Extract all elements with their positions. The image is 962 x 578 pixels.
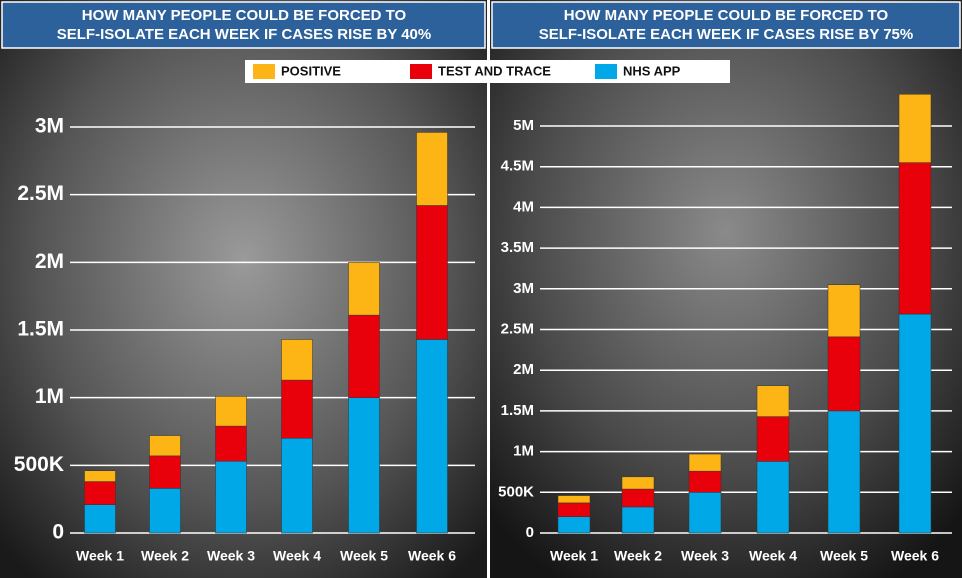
bar-segment <box>416 339 448 534</box>
y-tick-label: 3M <box>513 280 534 297</box>
y-tick-label: 1M <box>35 385 64 408</box>
bar-segment <box>756 385 790 417</box>
divider <box>487 0 490 578</box>
y-tick-label: 2.5M <box>17 182 64 205</box>
y-tick-label: 2M <box>35 250 64 273</box>
bar-segment <box>215 461 247 534</box>
x-tick-label: Week 2 <box>141 548 189 564</box>
bar-segment <box>827 336 861 412</box>
bar-segment <box>898 162 932 315</box>
x-tick-label: Week 2 <box>614 548 662 564</box>
bar-segment <box>898 313 932 534</box>
bar-segment <box>621 476 655 490</box>
x-tick-label: Week 1 <box>550 548 598 564</box>
x-tick-label: Week 6 <box>891 548 939 564</box>
y-tick-label: 0 <box>526 524 534 541</box>
bar-segment <box>621 488 655 508</box>
x-tick-label: Week 4 <box>749 548 797 564</box>
legend-swatch <box>595 64 617 79</box>
bar-segment <box>215 396 247 427</box>
header-box <box>491 1 961 49</box>
bar-segment <box>621 506 655 534</box>
legend-swatch <box>253 64 275 79</box>
y-tick-label: 1M <box>513 443 534 460</box>
bar-segment <box>898 94 932 163</box>
bar-segment <box>215 425 247 462</box>
y-tick-label: 1.5M <box>501 402 534 419</box>
chart-title: HOW MANY PEOPLE COULD BE FORCED TO <box>82 7 407 24</box>
header-box <box>1 1 486 49</box>
bar-segment <box>416 205 448 340</box>
bar-segment <box>756 416 790 462</box>
bar-segment <box>827 410 861 534</box>
x-tick-label: Week 3 <box>681 548 729 564</box>
y-tick-label: 500K <box>14 453 64 476</box>
x-tick-label: Week 5 <box>340 548 388 564</box>
x-tick-label: Week 3 <box>207 548 255 564</box>
chart-title: HOW MANY PEOPLE COULD BE FORCED TO <box>564 7 889 24</box>
bar-segment <box>557 495 591 504</box>
y-tick-label: 4.5M <box>501 158 534 175</box>
bar-segment <box>84 481 116 505</box>
bar-segment <box>557 516 591 534</box>
x-tick-label: Week 4 <box>273 548 321 564</box>
bar-segment <box>281 339 313 381</box>
bar-segment <box>688 492 722 534</box>
x-tick-label: Week 6 <box>408 548 456 564</box>
bar-segment <box>348 397 380 534</box>
legend-label: TEST AND TRACE <box>438 63 551 78</box>
bar-segment <box>827 284 861 338</box>
legend-swatch <box>410 64 432 79</box>
y-tick-label: 1.5M <box>17 318 64 341</box>
bar-segment <box>688 453 722 472</box>
bar-segment <box>416 132 448 206</box>
y-tick-label: 4M <box>513 198 534 215</box>
chart-title: SELF-ISOLATE EACH WEEK IF CASES RISE BY … <box>539 26 914 43</box>
legend-label: NHS APP <box>623 63 681 78</box>
y-tick-label: 0 <box>52 521 64 544</box>
bar-segment <box>149 488 181 534</box>
bar-segment <box>688 470 722 493</box>
bar-segment <box>557 502 591 517</box>
bar-segment <box>348 314 380 398</box>
y-tick-label: 2.5M <box>501 320 534 337</box>
bar-segment <box>281 379 313 439</box>
bar-segment <box>348 262 380 316</box>
legend-label: POSITIVE <box>281 63 341 78</box>
bar-segment <box>756 461 790 534</box>
bar-segment <box>84 470 116 482</box>
y-tick-label: 3.5M <box>501 239 534 256</box>
y-tick-label: 5M <box>513 117 534 134</box>
bar-segment <box>149 455 181 489</box>
x-tick-label: Week 1 <box>76 548 124 564</box>
y-tick-label: 2M <box>513 361 534 378</box>
y-tick-label: 500K <box>498 483 534 500</box>
y-tick-label: 3M <box>35 115 64 138</box>
chart-title: SELF-ISOLATE EACH WEEK IF CASES RISE BY … <box>57 26 432 43</box>
bar-segment <box>281 438 313 534</box>
x-tick-label: Week 5 <box>820 548 868 564</box>
bar-segment <box>149 435 181 457</box>
bar-segment <box>84 504 116 534</box>
